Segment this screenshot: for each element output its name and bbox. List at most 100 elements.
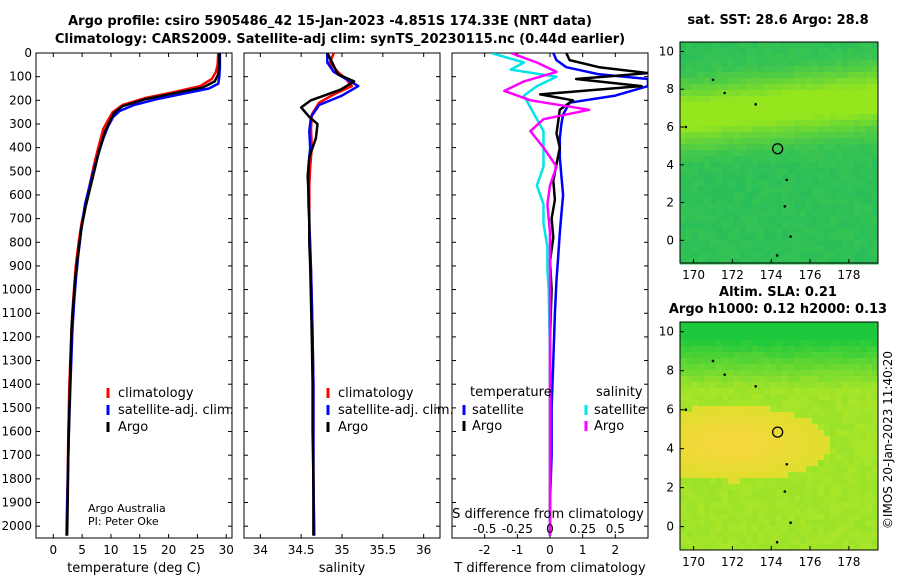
sst_map-cell xyxy=(758,138,765,145)
sla_map-cell xyxy=(728,502,735,509)
sla_map-cell xyxy=(692,424,699,431)
salinity-series-group xyxy=(299,53,360,536)
sst_map-cell xyxy=(794,96,801,103)
sla_map-cell xyxy=(704,394,711,401)
sst_map-cell xyxy=(836,234,843,241)
sla_map-cell xyxy=(752,526,759,533)
sst_map-cell xyxy=(794,156,801,163)
sst_map-cell xyxy=(860,72,867,79)
sst_map-cell xyxy=(830,234,837,241)
sst_map-cell xyxy=(872,234,879,241)
sla_map-cell xyxy=(854,322,861,329)
sla_map-cell xyxy=(722,514,729,521)
sst_map-cell xyxy=(800,228,807,235)
sst_map-cell xyxy=(686,126,693,133)
sla_map-cell xyxy=(752,502,759,509)
sla_map-cell xyxy=(692,460,699,467)
sla_map-cell xyxy=(704,406,711,413)
sst_map-cell xyxy=(818,234,825,241)
sst_map-cell xyxy=(704,48,711,55)
sla_map-cell xyxy=(704,496,711,503)
sla_map-cell xyxy=(752,394,759,401)
sst_map-cell xyxy=(740,126,747,133)
sst_map-cell xyxy=(752,108,759,115)
sst_map-cell xyxy=(842,228,849,235)
sst_map-cell xyxy=(872,210,879,217)
sla_map-cell xyxy=(860,376,867,383)
sla_map-cell xyxy=(848,508,855,515)
sst_map-cell xyxy=(728,54,735,61)
sst_map-cell xyxy=(770,96,777,103)
sla_map-cell xyxy=(800,400,807,407)
sla_map-cell xyxy=(722,406,729,413)
sst_map-cell xyxy=(770,54,777,61)
sst_map-cell xyxy=(830,150,837,157)
sst_map-cell xyxy=(782,42,789,49)
sla_map-cell xyxy=(734,424,741,431)
sst_map-cell xyxy=(788,216,795,223)
sst_map-cell xyxy=(854,138,861,145)
sla_map-cell xyxy=(692,436,699,443)
diff-s-tick-label: 0.5 xyxy=(606,522,625,536)
sst_map-cell xyxy=(734,102,741,109)
sst_map-cell xyxy=(728,108,735,115)
sst_map-cell xyxy=(842,168,849,175)
sla_map-cell xyxy=(788,496,795,503)
sla_map-cell xyxy=(800,484,807,491)
sla_map-cell xyxy=(722,418,729,425)
sla_map-cell xyxy=(728,508,735,515)
sst_map-cell xyxy=(836,108,843,115)
sst_map-cell xyxy=(842,180,849,187)
sla_map-cell xyxy=(830,484,837,491)
sla_map-cell xyxy=(788,448,795,455)
sst_map-cell xyxy=(812,174,819,181)
sla_map-cell xyxy=(794,544,801,551)
sst_map-cell xyxy=(716,180,723,187)
sst_map-cell xyxy=(776,60,783,67)
sla_map-cell xyxy=(824,412,831,419)
sla_map-cell xyxy=(788,418,795,425)
sla_map-cell xyxy=(686,376,693,383)
sla_map-cell xyxy=(854,418,861,425)
sst_map-cell xyxy=(788,210,795,217)
sla_map-cell xyxy=(680,448,687,455)
salinity-series-2 xyxy=(299,53,356,536)
sst_map-cell xyxy=(770,60,777,67)
sla_map-cell xyxy=(782,424,789,431)
sla_map-cell xyxy=(788,538,795,545)
sla_map-cell xyxy=(734,388,741,395)
sst_map-cell xyxy=(764,60,771,67)
sla_map-cell xyxy=(800,460,807,467)
sst_map-cell xyxy=(752,174,759,181)
sla_map-cell xyxy=(800,346,807,353)
sla_map-cell xyxy=(686,322,693,329)
sst_map-cell xyxy=(734,186,741,193)
sst_map-cell xyxy=(728,228,735,235)
sst_map-cell xyxy=(710,102,717,109)
sla_map-cell xyxy=(686,544,693,551)
sst_map-cell xyxy=(848,246,855,253)
sla_map-cell xyxy=(680,424,687,431)
sst_map-cell xyxy=(818,174,825,181)
sla_map-cell xyxy=(710,496,717,503)
sla_map-cell xyxy=(806,322,813,329)
sst_map-cell xyxy=(728,216,735,223)
sst_map-cell xyxy=(728,186,735,193)
sla_map-cell xyxy=(758,544,765,551)
sla_map-cell xyxy=(764,418,771,425)
sla_map-cell xyxy=(836,406,843,413)
sla_map-cell xyxy=(872,352,879,359)
sla_map-cell xyxy=(716,484,723,491)
sst_map-cell xyxy=(872,132,879,139)
sla_map-cell xyxy=(788,454,795,461)
sst_map-cell xyxy=(836,162,843,169)
sla_map-cell xyxy=(764,442,771,449)
sst_map-cell xyxy=(848,60,855,67)
sla_map-cell xyxy=(830,352,837,359)
sst_map-island-dot xyxy=(711,78,715,82)
sla_map-cell xyxy=(692,430,699,437)
sst_map-cell xyxy=(704,114,711,121)
depth-tick-label: 1500 xyxy=(1,401,32,415)
sla_map-cell xyxy=(692,472,699,479)
sla_map-cell xyxy=(872,412,879,419)
